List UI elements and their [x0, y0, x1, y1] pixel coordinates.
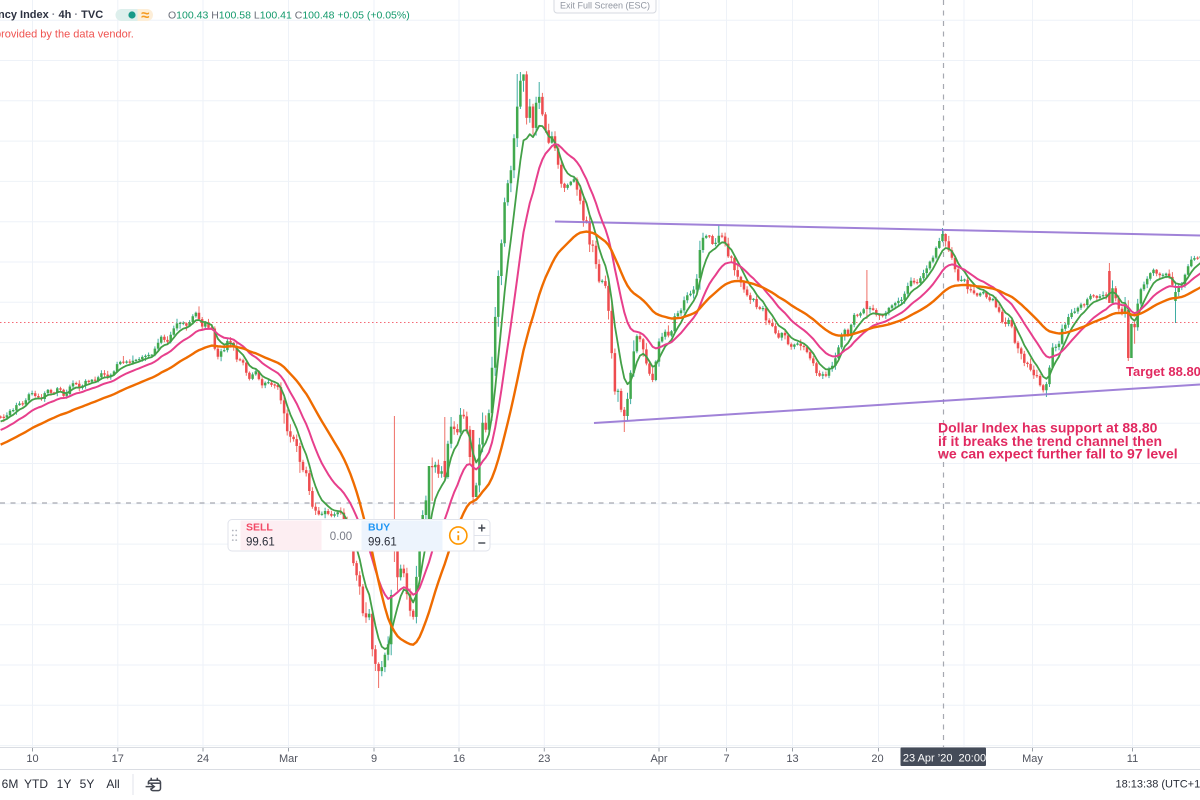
- svg-text:23 Apr ’20 20:00: 23 Apr ’20 20:00: [903, 753, 986, 765]
- svg-text:1Y: 1Y: [57, 777, 72, 791]
- svg-text:99.61: 99.61: [246, 537, 275, 549]
- svg-text:16: 16: [453, 753, 465, 765]
- svg-text:5Y: 5Y: [80, 777, 95, 791]
- svg-text:18:13:38 (UTC+1): 18:13:38 (UTC+1): [1116, 779, 1200, 791]
- svg-text:7: 7: [723, 753, 729, 765]
- svg-text:we can expect further fall to: we can expect further fall to 97 level: [937, 446, 1178, 462]
- svg-text:O100.43 H100.58 L100.41 C100.4: O100.43 H100.58 L100.41 C100.48 +0.05 (+…: [168, 10, 410, 22]
- svg-text:24: 24: [197, 753, 209, 765]
- svg-text:99.61: 99.61: [368, 537, 397, 549]
- svg-text:BUY: BUY: [368, 522, 390, 534]
- svg-text:ncy Index · 4h · TVC: ncy Index · 4h · TVC: [0, 9, 103, 21]
- svg-text:if it breaks the trend channel: if it breaks the trend channel then: [938, 433, 1162, 449]
- svg-text:17: 17: [112, 753, 124, 765]
- svg-text:Dollar Index has support at 88: Dollar Index has support at 88.80: [938, 420, 1158, 436]
- svg-text:All: All: [106, 777, 119, 791]
- svg-text:Exit Full Screen (ESC): Exit Full Screen (ESC): [560, 1, 650, 11]
- svg-text:11: 11: [1127, 753, 1138, 765]
- svg-text:23: 23: [538, 753, 550, 765]
- svg-text:9: 9: [371, 753, 377, 765]
- svg-text:10: 10: [26, 753, 38, 765]
- svg-text:20: 20: [871, 753, 883, 765]
- svg-text:SELL: SELL: [246, 522, 273, 534]
- svg-text:≈: ≈: [141, 7, 149, 24]
- svg-text:YTD: YTD: [24, 777, 48, 791]
- svg-text:May: May: [1022, 753, 1043, 765]
- svg-text:Apr: Apr: [650, 753, 667, 765]
- svg-text:Target 88.80: Target 88.80: [1126, 364, 1200, 379]
- svg-text:13: 13: [786, 753, 798, 765]
- svg-text:provided by the data vendor.: provided by the data vendor.: [0, 29, 134, 41]
- svg-text:0.00: 0.00: [330, 531, 352, 543]
- svg-text:Mar: Mar: [279, 753, 298, 765]
- svg-text:6M: 6M: [2, 777, 19, 791]
